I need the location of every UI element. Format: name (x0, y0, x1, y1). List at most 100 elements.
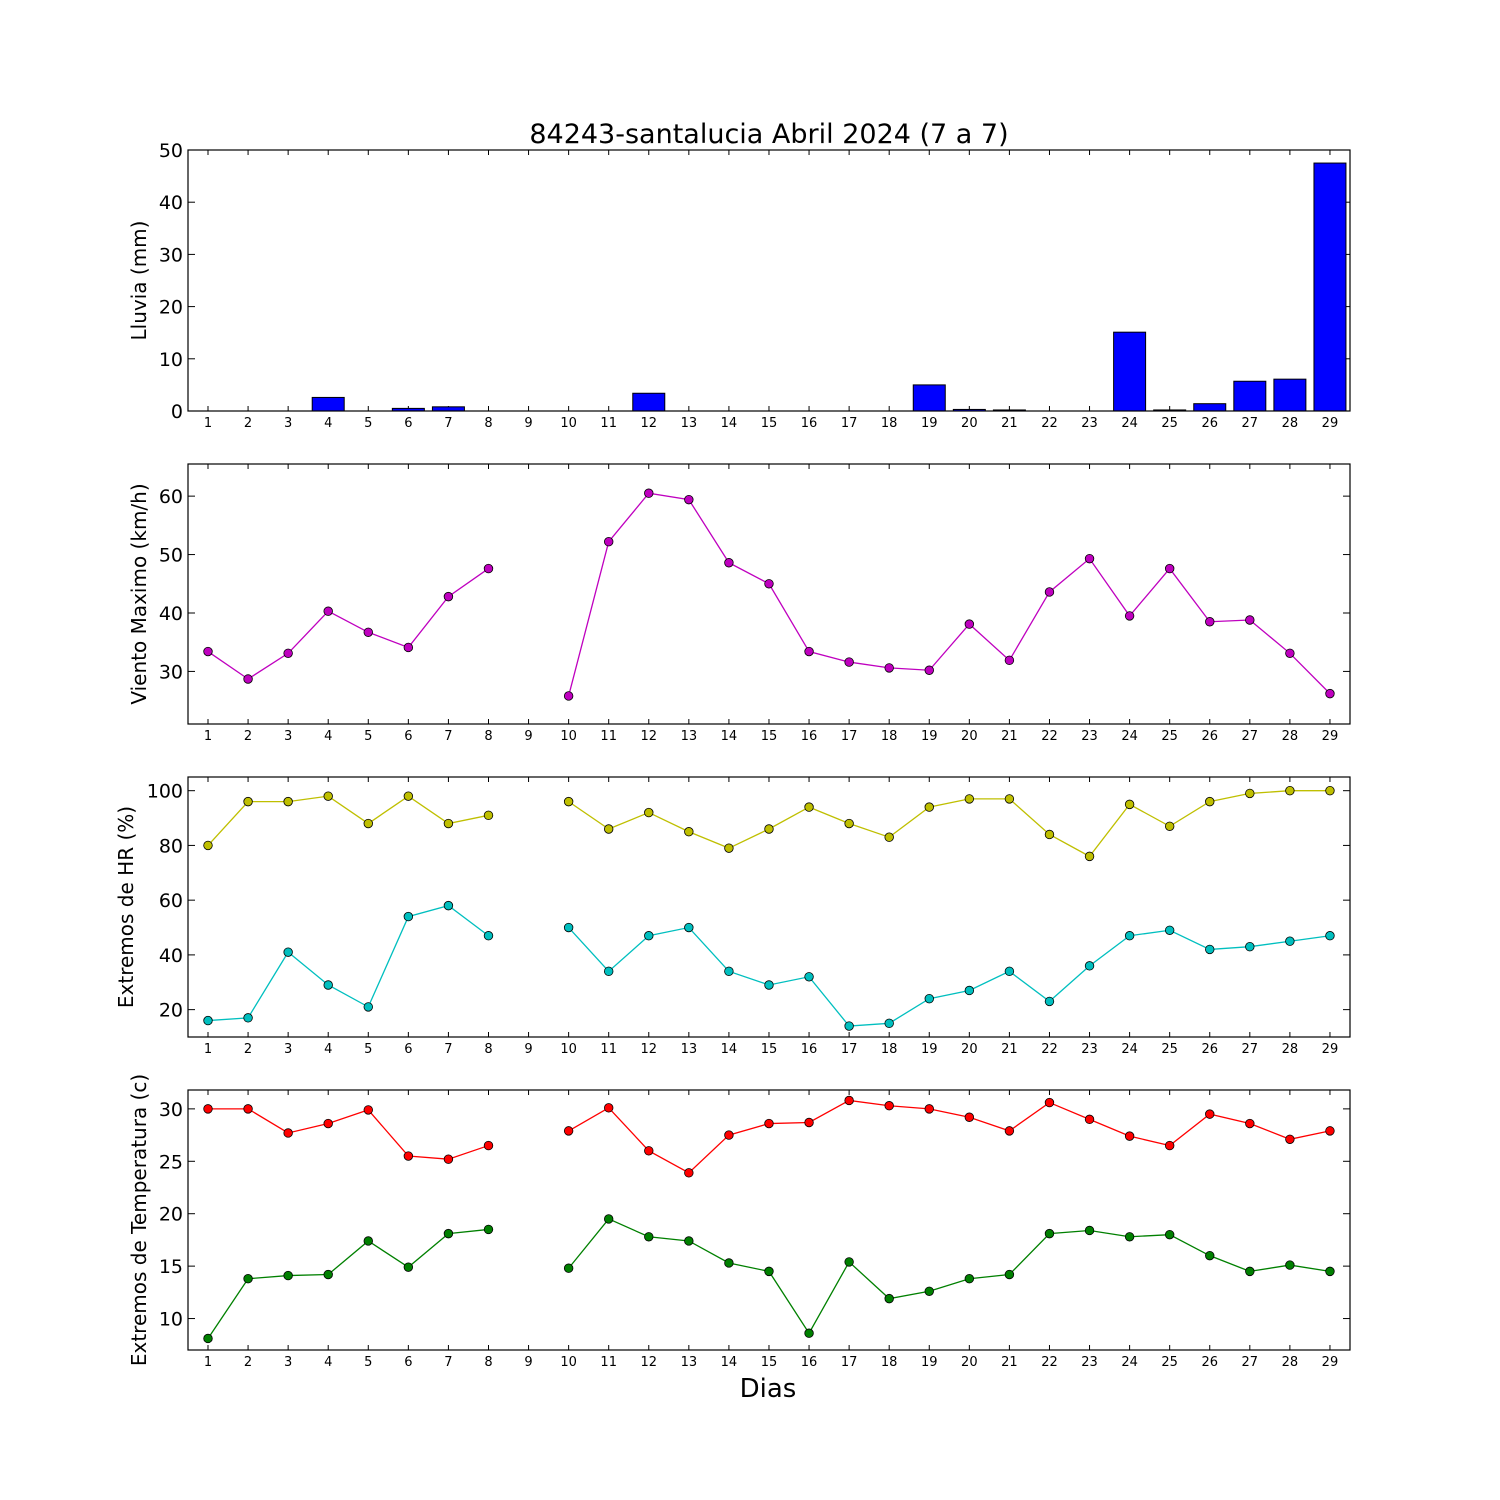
temperature-series-2-point (1164, 1229, 1175, 1240)
humidity-ytick-label: 60 (159, 890, 183, 912)
temperature-ytick-label: 20 (159, 1204, 183, 1226)
temperature-series-2-point (323, 1269, 333, 1280)
wind-series-1-point (403, 642, 414, 653)
rain-xtick-label: 9 (524, 416, 532, 431)
temperature-series-1-point (804, 1117, 814, 1128)
humidity-series-1-point (1325, 785, 1335, 796)
humidity-xtick-label: 28 (1282, 1042, 1299, 1057)
rain-plot-frame (187, 149, 1351, 412)
wind-xtick-label: 25 (1161, 729, 1178, 744)
humidity-xtick-label: 21 (1001, 1042, 1018, 1057)
humidity-xtick-label: 12 (640, 1042, 657, 1057)
humidity-series-1-point (964, 794, 975, 804)
temperature-plot-frame (187, 1089, 1351, 1351)
wind-ytick-label: 60 (159, 486, 183, 508)
wind-series-1-point (563, 691, 574, 701)
humidity-xtick-label: 27 (1242, 1042, 1259, 1057)
humidity-series-1-point (1285, 785, 1295, 796)
wind-xtick-label: 7 (444, 729, 452, 744)
wind-series-1-point (724, 558, 734, 568)
rain-xtick-label: 14 (721, 416, 738, 431)
temperature-xtick-label: 13 (681, 1355, 698, 1370)
temperature-series-1-line (208, 1108, 489, 1160)
rain-xtick-label: 16 (801, 416, 818, 431)
temperature-series-1-point (644, 1146, 654, 1156)
rain-xtick-label: 17 (841, 416, 858, 431)
humidity-series-2-point (884, 1018, 894, 1029)
humidity-ytick-label: 80 (159, 835, 183, 857)
temperature-series-1-point (323, 1118, 333, 1129)
temperature-series-1-point (924, 1104, 934, 1114)
humidity-series-1-point (724, 843, 734, 853)
rain-xtick-label: 29 (1322, 416, 1339, 431)
humidity-series-1-point (1084, 851, 1095, 862)
humidity-series-2-point (684, 922, 694, 933)
temperature-series-2-point (1285, 1260, 1295, 1270)
rain-xtick-label: 7 (444, 416, 452, 431)
rain-ytick-label: 50 (159, 140, 183, 162)
temperature-series-1-point (243, 1104, 253, 1114)
humidity-ytick-label: 40 (159, 945, 183, 967)
temperature-series-1-point (563, 1126, 574, 1136)
wind-series-1-point (1205, 617, 1215, 627)
humidity-xtick-label: 9 (524, 1042, 532, 1057)
rain-xtick-label: 21 (1001, 416, 1018, 431)
temperature-series-2-point (1004, 1269, 1015, 1280)
humidity-series-2-point (764, 980, 774, 990)
temperature-xtick-label: 16 (801, 1355, 818, 1370)
rain-bar (1273, 378, 1307, 412)
wind-series-1-point (443, 591, 454, 602)
temperature-series-2-point (403, 1262, 414, 1272)
temperature-series-1-point (1325, 1126, 1335, 1136)
humidity-xtick-label: 2 (244, 1042, 252, 1057)
humidity-series-1-point (323, 791, 333, 801)
wind-series-1-point (964, 619, 975, 629)
humidity-series-1-point (1124, 799, 1135, 810)
humidity-xtick-label: 11 (600, 1042, 617, 1057)
wind-plot-frame (187, 463, 1351, 725)
humidity-series-2-point (724, 966, 734, 977)
temperature-series-1-point (1285, 1134, 1295, 1144)
humidity-series-2-point (1044, 996, 1055, 1007)
wind-xtick-label: 1 (204, 729, 212, 744)
humidity-series-1-point (203, 840, 213, 851)
temperature-xtick-label: 5 (364, 1355, 372, 1370)
humidity-series-1-point (1205, 796, 1215, 807)
humidity-series-1-point (363, 818, 373, 829)
temperature-xtick-label: 11 (600, 1355, 617, 1370)
rain-xtick-label: 3 (284, 416, 292, 431)
temperature-series-1-point (403, 1151, 414, 1161)
temperature-xtick-label: 3 (284, 1355, 292, 1370)
temperature-series-2-point (1205, 1250, 1215, 1261)
humidity-xtick-label: 17 (841, 1042, 858, 1057)
humidity-series-1-point (604, 824, 614, 834)
rain-xtick-label: 2 (244, 416, 252, 431)
wind-xtick-label: 29 (1322, 729, 1339, 744)
wind-series-1-point (644, 488, 654, 498)
humidity-series-2-point (1325, 931, 1335, 941)
wind-series-1-point (764, 579, 774, 589)
temperature-series-1-line (568, 1099, 1331, 1174)
wind-series-1-point (1164, 563, 1175, 574)
humidity-series-2-point (1084, 961, 1095, 971)
temperature-series-2-point (283, 1270, 293, 1281)
humidity-series-1-point (804, 802, 814, 812)
wind-series-1-line (207, 568, 489, 680)
temperature-xtick-label: 8 (484, 1355, 492, 1370)
rain-bar (311, 396, 345, 412)
humidity-xtick-label: 24 (1121, 1042, 1138, 1057)
temperature-xtick-label: 26 (1201, 1355, 1218, 1370)
temperature-series-1-point (844, 1095, 854, 1106)
humidity-xtick-label: 19 (921, 1042, 938, 1057)
wind-xtick-label: 4 (324, 729, 332, 744)
rain-xtick-label: 18 (881, 416, 898, 431)
temperature-y-axis-label: Extremos de Temperatura (c) (127, 1074, 151, 1366)
temperature-series-1-point (363, 1105, 373, 1115)
temperature-xtick-label: 25 (1161, 1355, 1178, 1370)
wind-series-1-point (1325, 688, 1335, 699)
temperature-series-2-point (243, 1274, 253, 1284)
rain-bar (1313, 162, 1347, 412)
rain-bar (632, 392, 666, 412)
temperature-xtick-label: 14 (721, 1355, 738, 1370)
